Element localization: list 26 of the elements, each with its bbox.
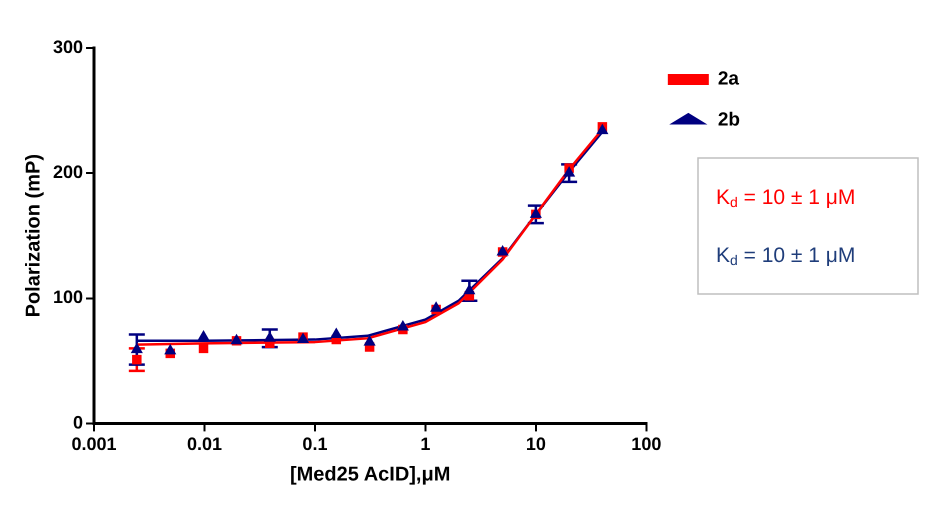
y-tick-label: 200	[52, 162, 84, 182]
point	[131, 343, 143, 354]
point	[198, 344, 208, 354]
point	[264, 332, 276, 342]
x-tick-label: 0.1	[302, 434, 328, 454]
point	[430, 302, 442, 312]
x-tick-label: 1	[420, 434, 430, 454]
point	[132, 354, 142, 364]
point	[198, 330, 210, 341]
y-tick-label: 100	[52, 287, 84, 308]
y-tick-label: 300	[52, 36, 84, 57]
point	[330, 328, 342, 338]
point	[164, 344, 176, 354]
y-axis-title: Polarization (mP)	[22, 154, 45, 318]
x-tick-label: 0.01	[186, 434, 222, 454]
y-tick-label: 0	[73, 412, 84, 432]
point	[596, 124, 608, 134]
x-tick-label: 0.001	[72, 434, 117, 454]
x-tick-label: 100	[631, 434, 662, 454]
x-axis-title: [Med25 AcID],μM	[290, 464, 450, 486]
point	[464, 284, 476, 294]
legend-label: 2b	[718, 110, 740, 131]
x-tick-label: 10	[526, 434, 546, 454]
legend-label: 2a	[718, 68, 740, 90]
point	[397, 320, 409, 331]
point	[364, 336, 376, 346]
